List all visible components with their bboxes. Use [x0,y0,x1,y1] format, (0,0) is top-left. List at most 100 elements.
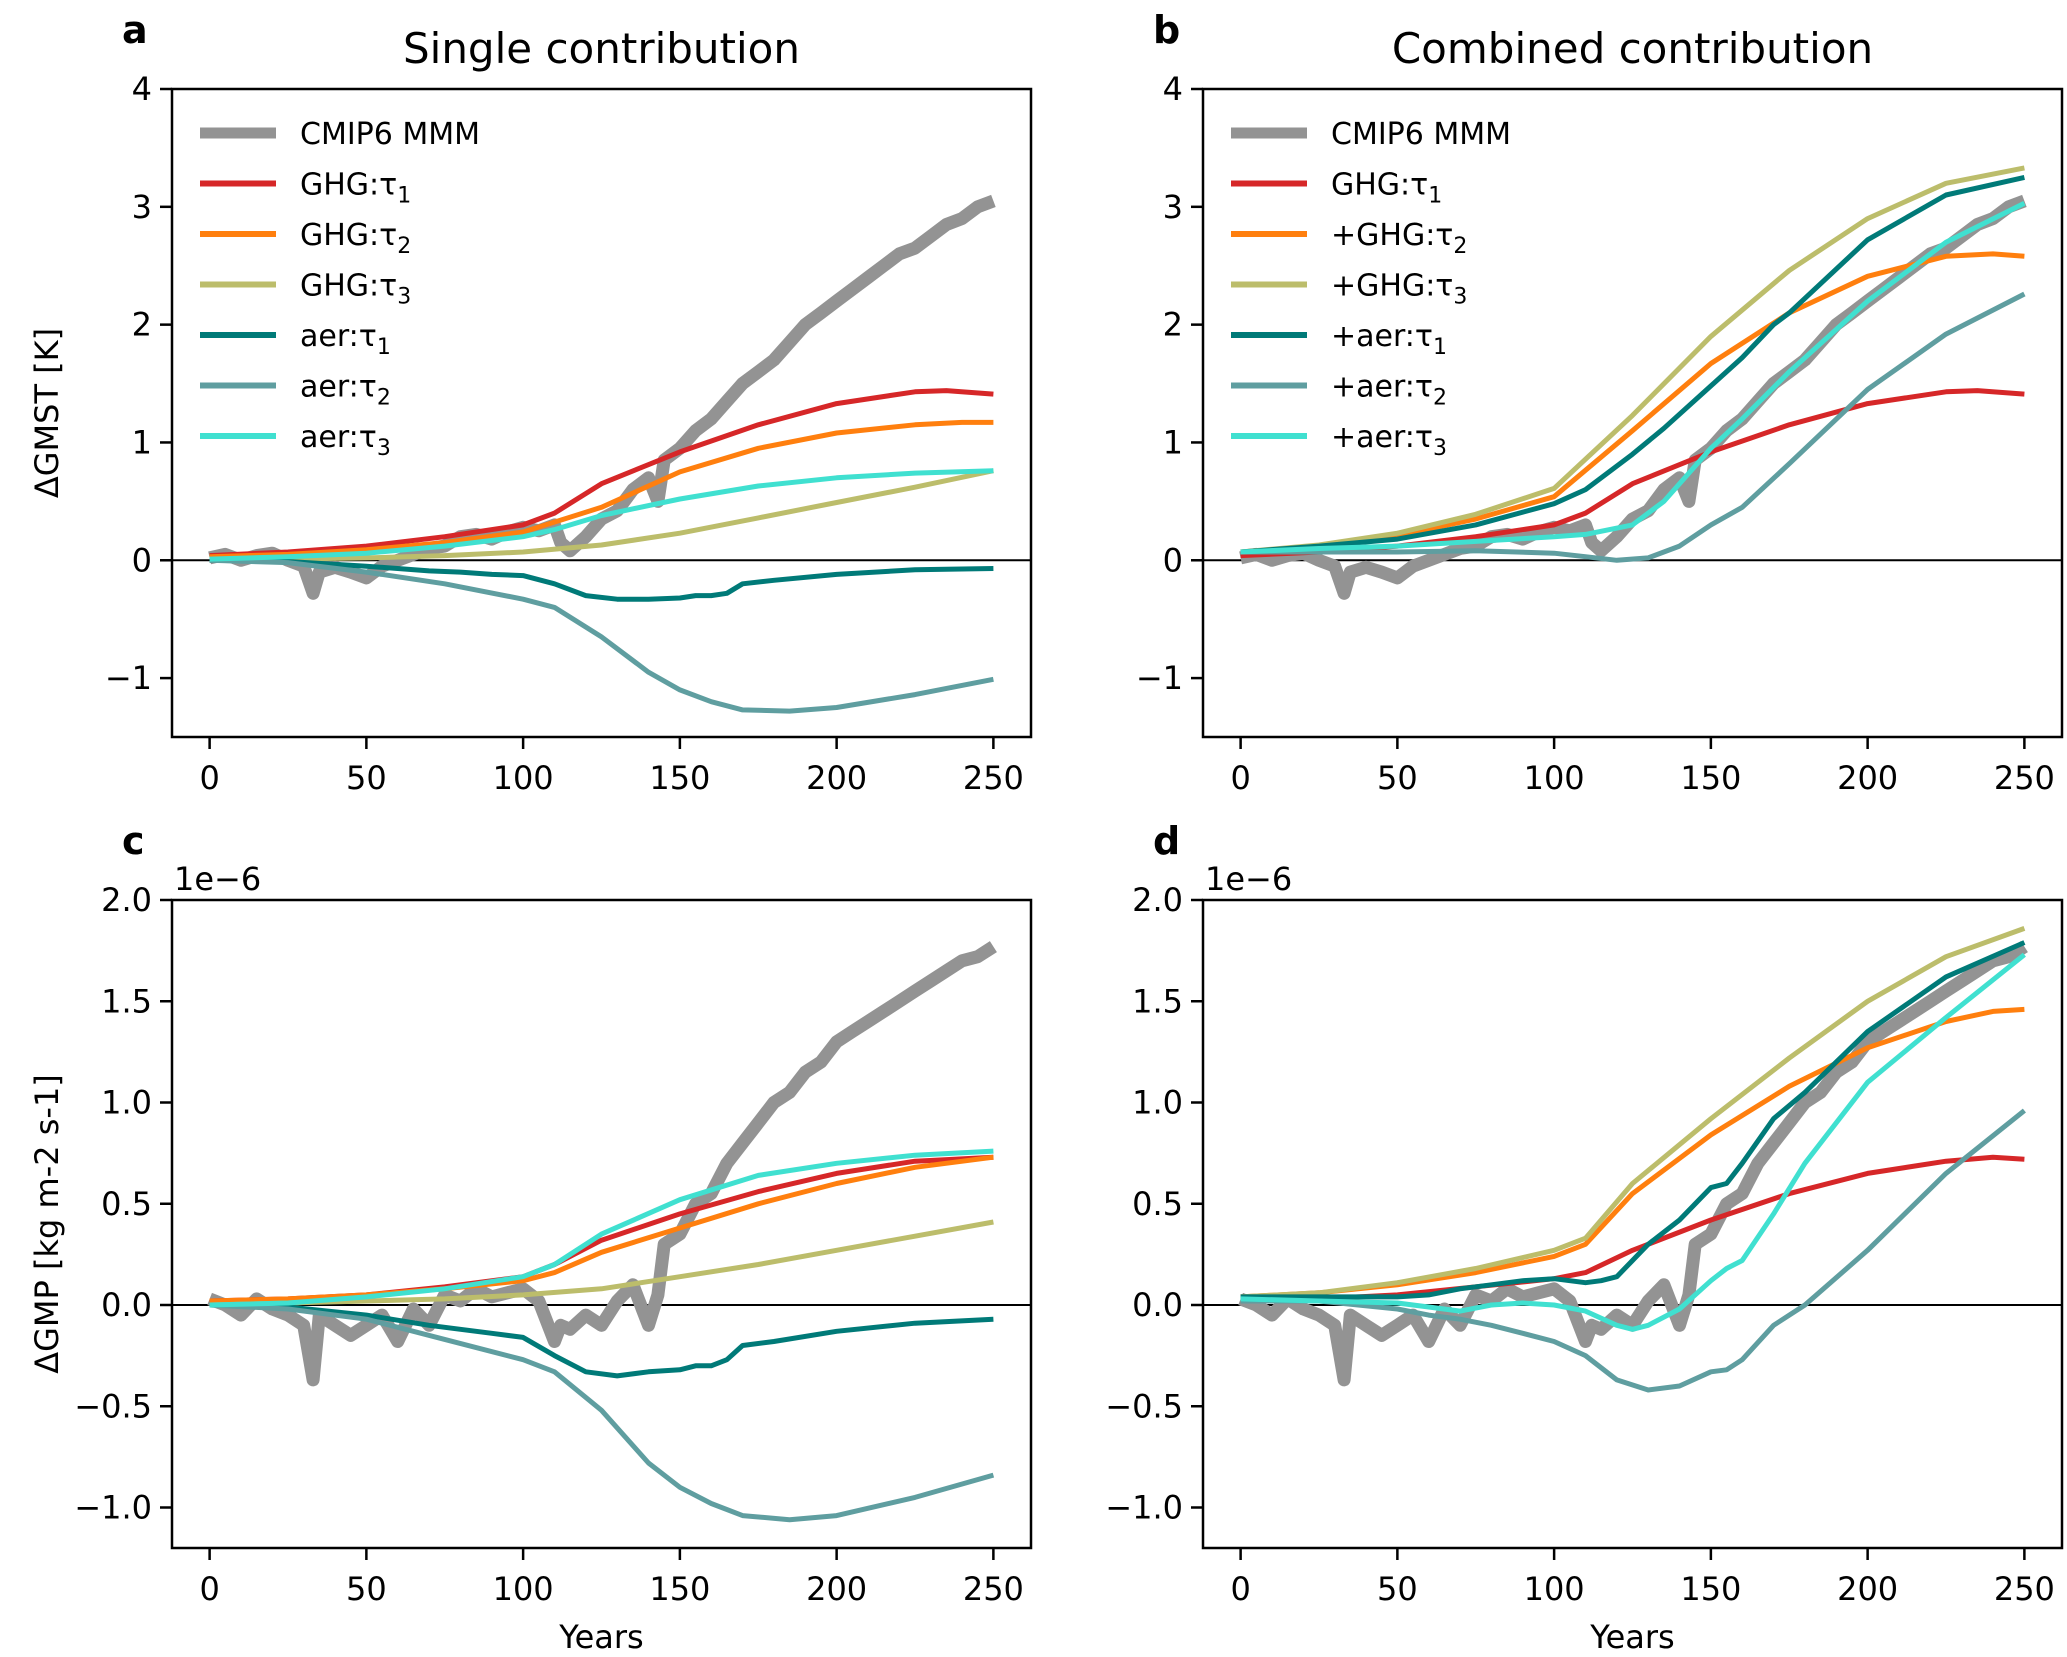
y-tick-label: 3 [1163,188,1183,226]
legend-label-subscript: 1 [1433,335,1447,360]
legend-item: +aer:τ2 [1231,370,1447,411]
x-tick-label: 150 [649,759,710,797]
legend-item: +aer:τ1 [1231,319,1447,360]
panel-b: b Combined contribution 0 50 100 150 200 250 −1 0… [1136,8,2064,797]
legend-item: aer:τ2 [200,370,391,411]
x-tick-label: 200 [806,1570,867,1608]
legend: CMIP6 MMMGHG:τ1+GHG:τ2+GHG:τ3+aer:τ1+aer… [1231,117,1511,461]
y-tick-label: 2 [1163,306,1183,344]
legend-label-subscript: 2 [1453,234,1467,259]
x-tick-label: 50 [1377,759,1418,797]
x-tick-label: 150 [649,1570,710,1608]
legend-label: +GHG:τ2 [1331,218,1467,259]
legend-label-subscript: 3 [397,285,411,310]
panel-label-c: c [122,819,145,863]
series-line-ghg-2 [209,419,994,560]
series-line-aer-1 [1240,174,2025,555]
y-tick-label: −1 [1136,659,1183,697]
series-line-aer-3 [209,1148,994,1308]
legend-label-main: +GHG:τ [1331,269,1453,304]
y-tick-label: 1 [132,423,152,461]
series-group [208,194,996,714]
y-tick-label: 1.0 [101,1084,152,1122]
legend-label: CMIP6 MMM [300,117,480,152]
legend-label: GHG:τ3 [300,269,411,310]
y-tick-label: −1.0 [1105,1489,1183,1527]
legend-label-main: +aer:τ [1331,319,1433,354]
series-line-ghg-1 [1240,1154,2025,1304]
panel-title: Combined contribution [1392,24,1873,73]
x-tick-label: 0 [1230,759,1250,797]
legend-label-main: aer:τ [300,370,377,405]
legend: CMIP6 MMMGHG:τ1GHG:τ2GHG:τ3aer:τ1aer:τ2a… [200,117,480,461]
panel-label-d: d [1153,819,1180,863]
x-tick-label: 100 [493,759,554,797]
panel-c: c 1e−6 0 50 100 150 200 250 −1.0 −0.5 0.0 0.5 1.0 1.5… [28,819,1033,1656]
y-tick-label: −0.5 [1105,1387,1183,1425]
series-line-ghg-3 [209,468,994,563]
y-tick-label: 1.0 [1132,1084,1183,1122]
series-line-aer-2 [1240,291,2026,563]
legend-label-subscript: 2 [1433,386,1447,411]
legend-item: aer:τ1 [200,319,391,360]
series-line-ghg-2 [209,1154,994,1304]
legend-item: +aer:τ3 [1231,420,1447,461]
legend-label-main: aer:τ [300,319,377,354]
series-line-ghg-1 [209,1154,994,1304]
x-tick-label: 0 [1230,1570,1250,1608]
legend-item: CMIP6 MMM [200,117,480,152]
series-line-aer-1 [209,1302,994,1379]
legend-item: +GHG:τ2 [1231,218,1467,259]
y-tick-label: −0.5 [74,1387,152,1425]
y-axis-label: ΔGMST [K] [28,328,66,498]
y-tick-label: 3 [132,188,152,226]
legend-label: GHG:τ2 [300,218,411,259]
y-tick-label: 0.5 [101,1185,152,1223]
y-offset-label: 1e−6 [174,860,261,898]
series-line-aer-3 [209,468,994,562]
legend-label-main: CMIP6 MMM [300,117,480,152]
legend-label-subscript: 1 [377,335,391,360]
legend-label-subscript: 3 [377,436,391,461]
x-tick-label: 50 [346,759,387,797]
y-tick-label: −1 [105,659,152,697]
series-line-ghg-3 [209,1219,994,1308]
x-tick-label: 200 [806,759,867,797]
series-line-aer-2 [1240,1108,2026,1393]
axes-frame [170,87,1033,739]
y-tick-label: 0.0 [101,1286,152,1324]
series-line-ghg-3 [1240,165,2025,555]
legend-label: +aer:τ3 [1331,420,1447,461]
x-tick-label: 250 [1994,759,2055,797]
legend-label-main: GHG:τ [300,218,397,253]
axes-frame [1201,898,2064,1550]
axes-frame [1201,87,2064,739]
legend-label-subscript: 1 [397,184,411,209]
y-tick-label: 1 [1163,423,1183,461]
x-tick-label: 200 [1837,1570,1898,1608]
legend-item: aer:τ3 [200,420,391,461]
y-tick-label: 0 [132,541,152,579]
y-tick-label: 4 [1163,70,1183,108]
x-tick-label: 200 [1837,759,1898,797]
y-tick-label: 1.5 [101,982,152,1020]
x-axis-label: Years [1589,1618,1674,1656]
series-line-aer-3 [1240,201,2026,555]
legend-label: +GHG:τ3 [1331,269,1467,310]
y-tick-label: 1.5 [1132,982,1183,1020]
legend-label: GHG:τ1 [300,168,411,209]
legend-label: +aer:τ1 [1331,319,1447,360]
x-tick-label: 100 [1524,759,1585,797]
y-tick-label: 0.0 [1132,1286,1183,1324]
legend-item: GHG:τ1 [1231,168,1442,209]
series-line-aer-3 [1240,952,2026,1332]
legend-label-main: aer:τ [300,420,377,455]
series-group [207,941,997,1523]
legend-label-main: GHG:τ [300,269,397,304]
legend-label: CMIP6 MMM [1331,117,1511,152]
legend-label: aer:τ1 [300,319,391,360]
x-tick-label: 150 [1680,759,1741,797]
x-axis-label: Years [558,1618,643,1656]
x-tick-label: 50 [1377,1570,1418,1608]
